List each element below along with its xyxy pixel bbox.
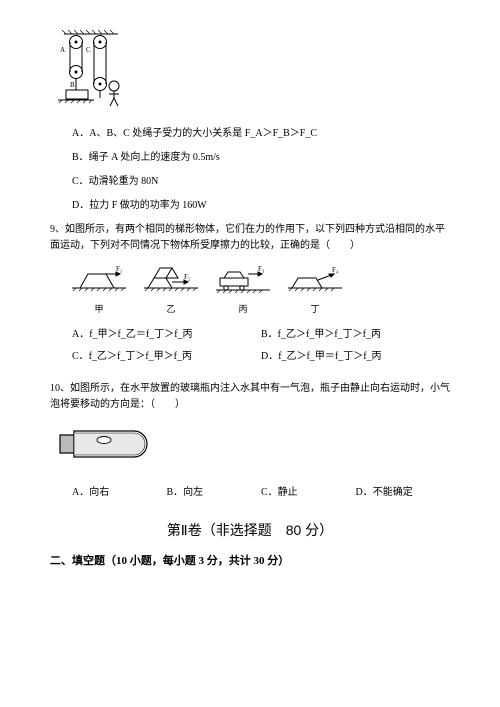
q9-label-2: 乙 (142, 302, 200, 316)
q10-figure (56, 421, 450, 473)
q8-option-a: A．A、B、C 处绳子受力的大小关系是 F_A＞F_B＞F_C (72, 126, 450, 142)
q9-img-3: F₃ 丙 (214, 264, 272, 317)
q8-options: A．A、B、C 处绳子受力的大小关系是 F_A＞F_B＞F_C B．绳子 A 处… (72, 126, 450, 214)
section2-sub: 二、填空题（10 小题，每小题 3 分，共计 30 分） (50, 553, 450, 571)
label-c: C (86, 46, 91, 54)
q9-images: F₁ 甲 F₂ 乙 (70, 264, 450, 317)
q9-label-3: 丙 (214, 302, 272, 316)
q8-option-d: D．拉力 F 做功的功率为 160W (72, 198, 450, 214)
q8-figure: A C B (56, 28, 450, 114)
q9-option-c: C．f_乙＞f_丁＞f_甲＞f_丙 (72, 349, 261, 365)
q9-option-a: A．f_甲＞f_乙＝f_丁＞f_丙 (72, 327, 261, 343)
svg-text:F₁: F₁ (116, 265, 122, 273)
q9-img-2: F₂ 乙 (142, 264, 200, 317)
q8-option-c: C．动滑轮重为 80N (72, 174, 450, 190)
q10-text: 10、如图所示，在水平放置的玻璃瓶内注入水其中有一气泡，瓶子由静止向右运动时，小… (50, 381, 450, 413)
q10: 10、如图所示，在水平放置的玻璃瓶内注入水其中有一气泡，瓶子由静止向右运动时，小… (50, 381, 450, 501)
q9-img-1: F₁ 甲 (70, 264, 128, 317)
label-a: A (60, 46, 65, 54)
q9-options: A．f_甲＞f_乙＝f_丁＞f_丙 B．f_乙＞f_甲＞f_丁＞f_丙 C．f_… (72, 327, 450, 371)
q8-option-b: B．绳子 A 处向上的速度为 0.5m/s (72, 150, 450, 166)
q10-option-a: A．向右 (72, 485, 167, 501)
label-b: B (70, 81, 75, 89)
svg-text:F₂: F₂ (184, 273, 191, 281)
q9: 9、如图所示，有两个相同的梯形物体，它们在力的作用下，以下列四种方式沿相同的水平… (50, 222, 450, 371)
q10-option-d: D．不能确定 (356, 485, 451, 501)
q9-label-4: 丁 (286, 302, 344, 316)
svg-text:F₃: F₃ (258, 265, 265, 273)
q9-img-4: F₄ 丁 (286, 264, 344, 317)
q10-option-c: C．静止 (261, 485, 356, 501)
q9-text: 9、如图所示，有两个相同的梯形物体，它们在力的作用下，以下列四种方式沿相同的水平… (50, 222, 450, 254)
section2-title: 第Ⅱ卷（非选择题 80 分） (50, 519, 450, 541)
q10-option-b: B．向左 (167, 485, 262, 501)
q9-option-b: B．f_乙＞f_甲＞f_丁＞f_丙 (261, 327, 450, 343)
q10-options: A．向右 B．向左 C．静止 D．不能确定 (72, 485, 450, 501)
q9-label-1: 甲 (70, 302, 128, 316)
svg-text:F₄: F₄ (332, 266, 339, 274)
q9-option-d: D．f_乙＞f_甲＝f_丁＞f_丙 (261, 349, 450, 365)
